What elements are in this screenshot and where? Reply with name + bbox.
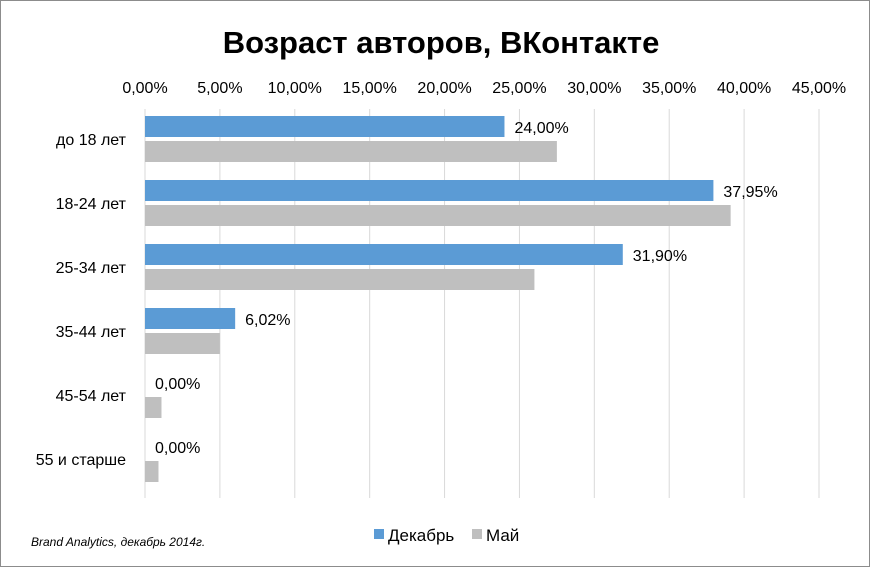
bar-may — [145, 461, 159, 482]
legend-label: Май — [486, 526, 519, 545]
x-tick-label: 0,00% — [122, 80, 167, 97]
bar-dec — [145, 116, 505, 137]
legend: Декабрь Май — [374, 526, 519, 545]
data-labels: 24,00% 37,95% 31,90% 6,02% 0,00% 0,00% — [155, 120, 778, 457]
data-label: 37,95% — [723, 184, 777, 201]
category-labels: до 18 лет 18-24 лет 25-34 лет 35-44 лет 45-5… — [36, 132, 127, 469]
category-label: 55 и старше — [36, 452, 126, 469]
bar-dec — [145, 244, 623, 265]
data-label: 0,00% — [155, 440, 200, 457]
x-tick-label: 35,00% — [642, 80, 696, 97]
bar-may — [145, 397, 162, 418]
category-label: до 18 лет — [56, 132, 127, 149]
x-tick-label: 45,00% — [792, 80, 846, 97]
bar-may — [145, 141, 557, 162]
x-tick-label: 30,00% — [567, 80, 621, 97]
gridlines — [144, 109, 820, 498]
x-axis-ticks: 0,00% 5,00% 10,00% 15,00% 20,00% 25,00% 30,00%… — [122, 80, 846, 97]
category-label: 18-24 лет — [56, 196, 127, 213]
category-label: 35-44 лет — [56, 324, 127, 341]
x-tick-label: 25,00% — [492, 80, 546, 97]
bar-dec — [145, 180, 714, 201]
category-label: 25-34 лет — [56, 260, 127, 277]
bar-may — [145, 205, 731, 226]
bar-may — [145, 269, 535, 290]
bar-dec — [145, 308, 236, 329]
bars — [145, 116, 731, 482]
legend-swatch — [472, 529, 482, 539]
x-tick-label: 20,00% — [417, 80, 471, 97]
bar-may — [145, 333, 220, 354]
x-tick-label: 10,00% — [268, 80, 322, 97]
x-tick-label: 15,00% — [343, 80, 397, 97]
data-label: 0,00% — [155, 376, 200, 393]
source-note: Brand Analytics, декабрь 2014г. — [31, 535, 205, 549]
data-label: 6,02% — [245, 312, 290, 329]
data-label: 31,90% — [633, 248, 687, 265]
x-tick-label: 40,00% — [717, 80, 771, 97]
data-label: 24,00% — [514, 120, 568, 137]
x-tick-label: 5,00% — [197, 80, 242, 97]
legend-label: Декабрь — [388, 526, 454, 545]
chart-title: Возраст авторов, ВКонтакте — [223, 25, 660, 60]
legend-swatch — [374, 529, 384, 539]
category-label: 45-54 лет — [56, 388, 127, 405]
